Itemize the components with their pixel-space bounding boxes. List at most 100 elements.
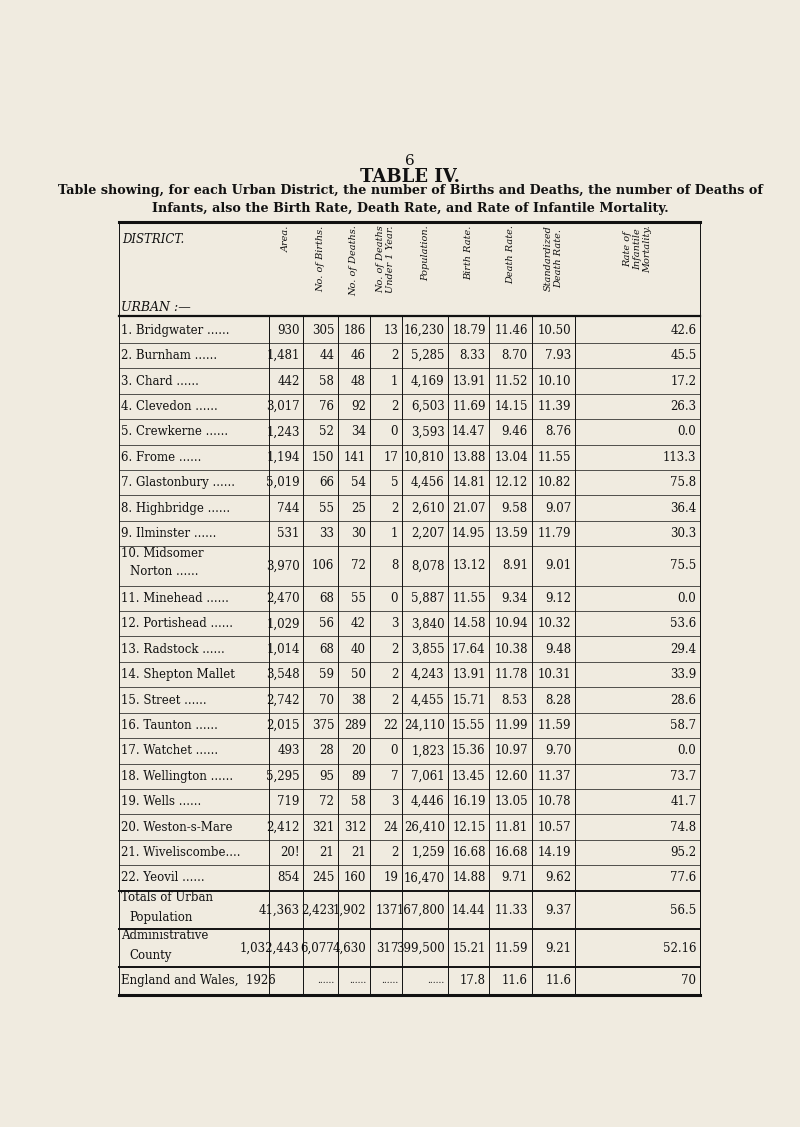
Text: ......: ......: [381, 976, 398, 985]
Text: 11.59: 11.59: [494, 942, 528, 956]
Text: 58: 58: [319, 374, 334, 388]
Text: 55: 55: [319, 502, 334, 515]
Text: 72: 72: [319, 796, 334, 808]
Text: 10.57: 10.57: [538, 820, 571, 834]
Text: 13.12: 13.12: [452, 559, 486, 573]
Text: 1. Bridgwater ......: 1. Bridgwater ......: [121, 323, 230, 337]
Text: 17.64: 17.64: [452, 642, 486, 656]
Text: 854: 854: [278, 871, 300, 885]
Text: 8.33: 8.33: [459, 349, 486, 362]
Text: 55: 55: [351, 592, 366, 605]
Text: 16.68: 16.68: [494, 846, 528, 859]
Text: 21.07: 21.07: [452, 502, 486, 515]
Text: 531: 531: [278, 527, 300, 540]
Text: 3,548: 3,548: [266, 668, 300, 681]
Text: 11.69: 11.69: [452, 400, 486, 412]
Text: 33.9: 33.9: [670, 668, 697, 681]
Text: 0.0: 0.0: [678, 425, 697, 438]
Text: 13. Radstock ......: 13. Radstock ......: [121, 642, 225, 656]
Text: 493: 493: [277, 744, 300, 757]
Text: 8: 8: [391, 559, 398, 573]
Text: 167,800: 167,800: [396, 904, 445, 917]
Text: 3,855: 3,855: [411, 642, 445, 656]
Text: 21. Wiveliscombe....: 21. Wiveliscombe....: [121, 846, 241, 859]
Text: Population.: Population.: [421, 225, 430, 282]
Text: 75.5: 75.5: [670, 559, 697, 573]
Text: 9. Ilminster ......: 9. Ilminster ......: [121, 527, 217, 540]
Text: Table showing, for each Urban District, the number of Births and Deaths, the num: Table showing, for each Urban District, …: [58, 184, 762, 215]
Text: 4,169: 4,169: [411, 374, 445, 388]
Text: 1: 1: [391, 527, 398, 540]
Text: 13.04: 13.04: [494, 451, 528, 464]
Text: 14.15: 14.15: [494, 400, 528, 412]
Text: 21: 21: [351, 846, 366, 859]
Text: 14.58: 14.58: [452, 618, 486, 630]
Text: 36.4: 36.4: [670, 502, 697, 515]
Text: 18. Wellington ......: 18. Wellington ......: [121, 770, 234, 783]
Text: 9.70: 9.70: [545, 744, 571, 757]
Text: 34: 34: [351, 425, 366, 438]
Text: 16,230: 16,230: [404, 323, 445, 337]
Text: 14.47: 14.47: [452, 425, 486, 438]
Text: 16.19: 16.19: [452, 796, 486, 808]
Text: 20!: 20!: [280, 846, 300, 859]
Text: 14. Shepton Mallet: 14. Shepton Mallet: [121, 668, 235, 681]
Text: 2: 2: [391, 400, 398, 412]
Text: 68: 68: [319, 642, 334, 656]
Text: 33: 33: [319, 527, 334, 540]
Text: 11.39: 11.39: [538, 400, 571, 412]
Text: 14.81: 14.81: [452, 477, 486, 489]
Text: 56: 56: [319, 618, 334, 630]
Text: No. of Deaths
Under 1 Year.: No. of Deaths Under 1 Year.: [376, 225, 395, 293]
Text: 24: 24: [383, 820, 398, 834]
Text: 13.05: 13.05: [494, 796, 528, 808]
Text: 20: 20: [351, 744, 366, 757]
Text: 9.71: 9.71: [502, 871, 528, 885]
Text: 19: 19: [383, 871, 398, 885]
Text: 41,363: 41,363: [258, 904, 300, 917]
Text: 17: 17: [383, 451, 398, 464]
Text: ......: ......: [427, 976, 445, 985]
Text: 7.93: 7.93: [545, 349, 571, 362]
Text: 113.3: 113.3: [663, 451, 697, 464]
Text: 9.01: 9.01: [545, 559, 571, 573]
Text: 50: 50: [351, 668, 366, 681]
Text: England and Wales,  1926: England and Wales, 1926: [121, 975, 276, 987]
Text: 52.16: 52.16: [663, 942, 697, 956]
Text: 5,887: 5,887: [411, 592, 445, 605]
Text: Norton ......: Norton ......: [130, 566, 198, 578]
Text: 744: 744: [277, 502, 300, 515]
Text: 44: 44: [319, 349, 334, 362]
Text: 6. Frome ......: 6. Frome ......: [121, 451, 202, 464]
Text: 0: 0: [390, 744, 398, 757]
Text: 9.21: 9.21: [546, 942, 571, 956]
Text: 321: 321: [312, 820, 334, 834]
Text: 0: 0: [390, 425, 398, 438]
Text: 54: 54: [351, 477, 366, 489]
Text: 1,902: 1,902: [333, 904, 366, 917]
Text: 14.44: 14.44: [452, 904, 486, 917]
Text: 12.12: 12.12: [494, 477, 528, 489]
Text: 11.52: 11.52: [494, 374, 528, 388]
Text: 2: 2: [391, 349, 398, 362]
Text: 399,500: 399,500: [396, 942, 445, 956]
Text: 15.21: 15.21: [452, 942, 486, 956]
Text: 89: 89: [351, 770, 366, 783]
Text: 17. Watchet ......: 17. Watchet ......: [121, 744, 218, 757]
Text: 8.76: 8.76: [545, 425, 571, 438]
Text: 7. Glastonbury ......: 7. Glastonbury ......: [121, 477, 235, 489]
Text: 19. Wells ......: 19. Wells ......: [121, 796, 202, 808]
Text: 74.8: 74.8: [670, 820, 697, 834]
Text: 2: 2: [391, 642, 398, 656]
Text: 0: 0: [390, 592, 398, 605]
Text: Standardized
Death Rate.: Standardized Death Rate.: [544, 225, 562, 292]
Text: 1,259: 1,259: [411, 846, 445, 859]
Text: 106: 106: [312, 559, 334, 573]
Text: ......: ......: [349, 976, 366, 985]
Text: 72: 72: [351, 559, 366, 573]
Text: 16.68: 16.68: [452, 846, 486, 859]
Text: 14.19: 14.19: [538, 846, 571, 859]
Text: Administrative: Administrative: [121, 929, 209, 942]
Text: 38: 38: [351, 693, 366, 707]
Text: 8.70: 8.70: [502, 349, 528, 362]
